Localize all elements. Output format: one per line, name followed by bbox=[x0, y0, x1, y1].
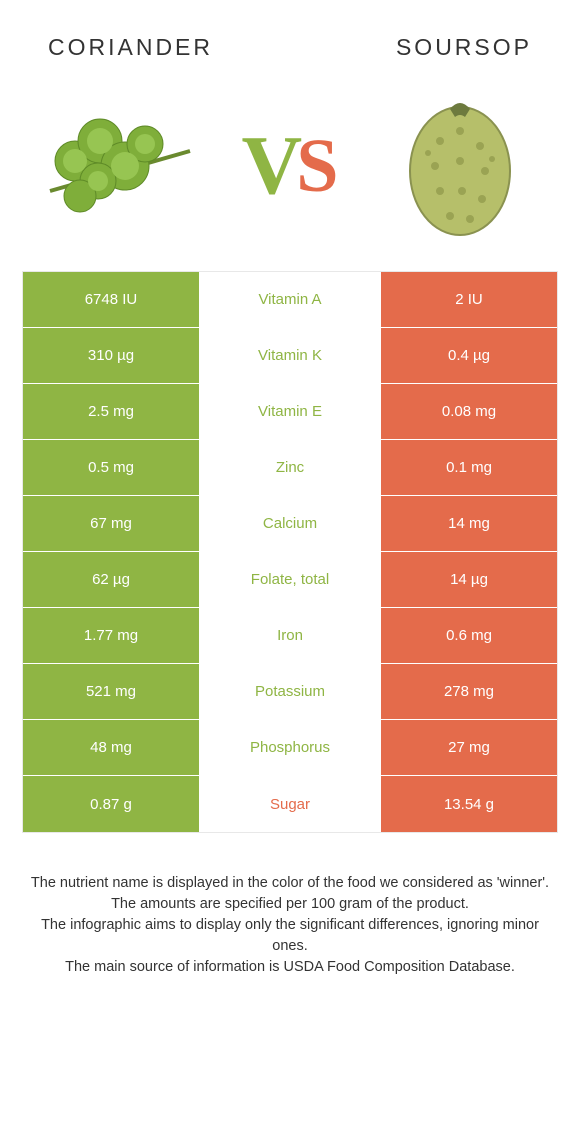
right-food-image bbox=[380, 91, 540, 241]
nutrient-row: 521 mgPotassium278 mg bbox=[23, 664, 557, 720]
nutrient-label: Vitamin A bbox=[201, 272, 379, 327]
vs-v: V bbox=[242, 124, 303, 208]
nutrient-row: 6748 IUVitamin A2 IU bbox=[23, 272, 557, 328]
left-value: 67 mg bbox=[23, 496, 201, 551]
nutrient-label: Iron bbox=[201, 608, 379, 663]
nutrient-row: 67 mgCalcium14 mg bbox=[23, 496, 557, 552]
nutrient-row: 2.5 mgVitamin E0.08 mg bbox=[23, 384, 557, 440]
header-row: CORIANDER SOURSOP bbox=[0, 0, 580, 71]
right-value: 0.4 µg bbox=[379, 328, 557, 383]
nutrient-label: Vitamin K bbox=[201, 328, 379, 383]
left-food-image bbox=[40, 91, 200, 241]
left-value: 2.5 mg bbox=[23, 384, 201, 439]
hero-row: V S bbox=[0, 71, 580, 271]
left-value: 1.77 mg bbox=[23, 608, 201, 663]
nutrient-row: 62 µgFolate, total14 µg bbox=[23, 552, 557, 608]
left-value: 0.5 mg bbox=[23, 440, 201, 495]
nutrient-label: Vitamin E bbox=[201, 384, 379, 439]
right-value: 13.54 g bbox=[379, 776, 557, 832]
nutrient-label: Zinc bbox=[201, 440, 379, 495]
nutrient-label: Sugar bbox=[201, 776, 379, 832]
left-value: 0.87 g bbox=[23, 776, 201, 832]
nutrient-label: Calcium bbox=[201, 496, 379, 551]
left-value: 6748 IU bbox=[23, 272, 201, 327]
nutrient-row: 310 µgVitamin K0.4 µg bbox=[23, 328, 557, 384]
right-value: 14 mg bbox=[379, 496, 557, 551]
left-value: 521 mg bbox=[23, 664, 201, 719]
right-value: 27 mg bbox=[379, 720, 557, 775]
nutrient-label: Phosphorus bbox=[201, 720, 379, 775]
vs-s: S bbox=[296, 128, 338, 204]
right-value: 0.1 mg bbox=[379, 440, 557, 495]
nutrient-table: 6748 IUVitamin A2 IU310 µgVitamin K0.4 µ… bbox=[22, 271, 558, 833]
nutrient-row: 0.87 gSugar13.54 g bbox=[23, 776, 557, 832]
left-food-title: CORIANDER bbox=[48, 34, 213, 61]
right-value: 0.6 mg bbox=[379, 608, 557, 663]
right-value: 278 mg bbox=[379, 664, 557, 719]
nutrient-label: Potassium bbox=[201, 664, 379, 719]
left-value: 48 mg bbox=[23, 720, 201, 775]
footnote-text: The nutrient name is displayed in the co… bbox=[0, 833, 580, 978]
right-value: 0.08 mg bbox=[379, 384, 557, 439]
nutrient-row: 48 mgPhosphorus27 mg bbox=[23, 720, 557, 776]
nutrient-label: Folate, total bbox=[201, 552, 379, 607]
right-value: 14 µg bbox=[379, 552, 557, 607]
left-value: 62 µg bbox=[23, 552, 201, 607]
left-value: 310 µg bbox=[23, 328, 201, 383]
right-food-title: SOURSOP bbox=[396, 34, 532, 61]
nutrient-row: 1.77 mgIron0.6 mg bbox=[23, 608, 557, 664]
right-value: 2 IU bbox=[379, 272, 557, 327]
vs-label: V S bbox=[242, 124, 339, 208]
nutrient-row: 0.5 mgZinc0.1 mg bbox=[23, 440, 557, 496]
